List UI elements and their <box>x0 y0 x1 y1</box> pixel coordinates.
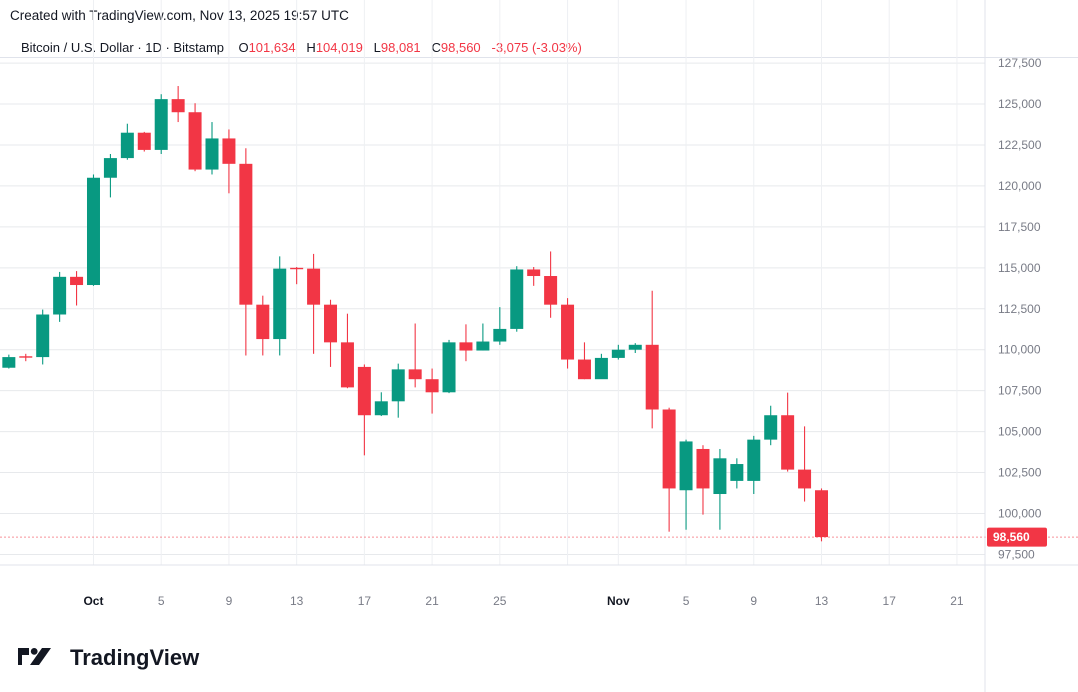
svg-text:9: 9 <box>750 594 757 608</box>
svg-text:5: 5 <box>683 594 690 608</box>
svg-text:115,000: 115,000 <box>998 261 1041 275</box>
svg-text:127,500: 127,500 <box>998 56 1042 70</box>
svg-text:13: 13 <box>290 594 304 608</box>
svg-text:100,000: 100,000 <box>998 507 1042 521</box>
svg-text:17: 17 <box>358 594 372 608</box>
svg-text:25: 25 <box>493 594 507 608</box>
svg-text:21: 21 <box>425 594 439 608</box>
svg-text:97,500: 97,500 <box>998 547 1035 561</box>
svg-text:102,500: 102,500 <box>998 466 1042 480</box>
svg-text:105,000: 105,000 <box>998 425 1042 439</box>
svg-text:120,000: 120,000 <box>998 179 1042 193</box>
svg-text:107,500: 107,500 <box>998 384 1042 398</box>
svg-text:21: 21 <box>950 594 964 608</box>
svg-text:125,000: 125,000 <box>998 97 1042 111</box>
svg-text:122,500: 122,500 <box>998 138 1042 152</box>
svg-text:98,560: 98,560 <box>993 530 1030 544</box>
svg-text:13: 13 <box>815 594 829 608</box>
svg-text:Oct: Oct <box>83 594 103 608</box>
svg-text:112,500: 112,500 <box>998 302 1041 316</box>
svg-text:5: 5 <box>158 594 165 608</box>
svg-text:110,000: 110,000 <box>998 343 1041 357</box>
svg-text:17: 17 <box>883 594 897 608</box>
svg-text:Nov: Nov <box>607 594 630 608</box>
svg-text:117,500: 117,500 <box>998 220 1041 234</box>
svg-text:9: 9 <box>226 594 233 608</box>
